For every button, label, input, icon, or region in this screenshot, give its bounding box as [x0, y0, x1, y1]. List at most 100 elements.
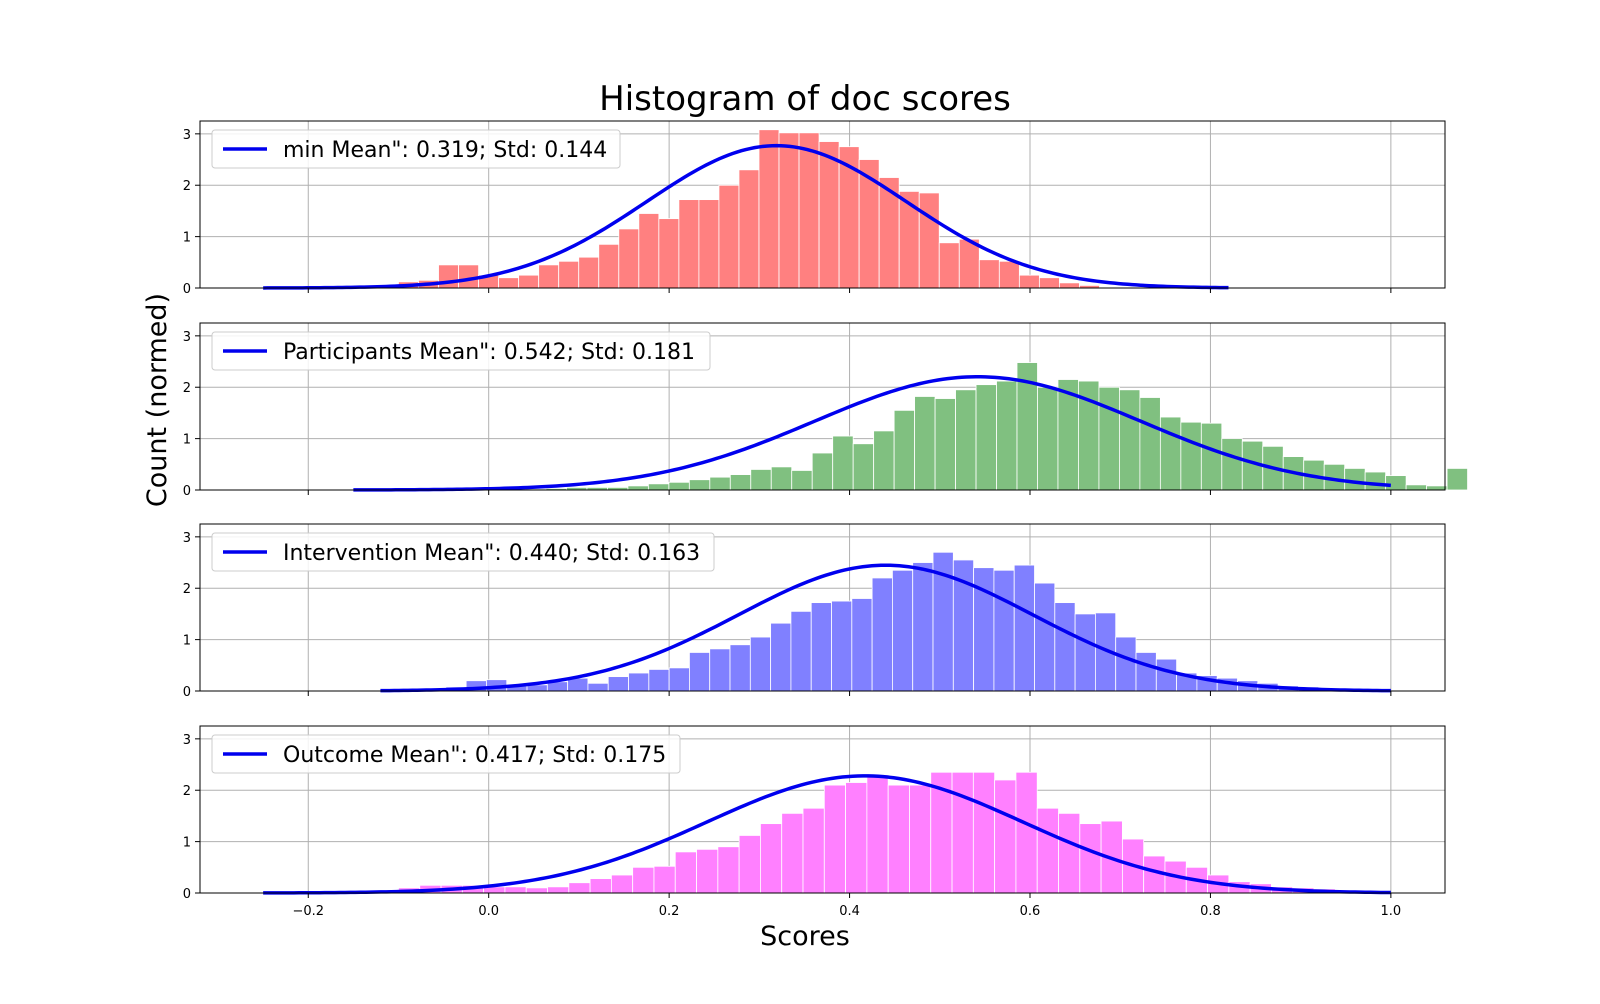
y-tick-label: 0 — [183, 484, 191, 499]
histogram-bar — [918, 192, 940, 289]
histogram-bar — [1155, 658, 1178, 692]
histogram-bar — [689, 652, 711, 692]
histogram-bar — [914, 396, 936, 491]
histogram-bar — [898, 190, 920, 289]
histogram-bar — [632, 866, 655, 894]
axes-frame — [199, 322, 1446, 491]
y-tick-label: 3 — [183, 330, 191, 345]
histogram-bar — [750, 469, 772, 491]
legend-label: min Mean": 0.319; Std: 0.144 — [283, 138, 607, 163]
x-tick-label: 0.2 — [659, 904, 680, 919]
histogram-bar — [458, 264, 479, 289]
histogram-bar — [610, 874, 634, 894]
axes-frame — [199, 725, 1446, 894]
x-axis-ticks — [307, 691, 1392, 696]
histogram-bar — [627, 485, 649, 491]
legend: Intervention Mean": 0.440; Std: 0.163 — [211, 532, 715, 572]
histogram-bar — [958, 238, 980, 289]
normal-fit-curve — [263, 143, 1229, 290]
histogram-bar — [598, 243, 620, 289]
y-tick-label: 2 — [183, 381, 191, 396]
histogram-bar — [729, 474, 752, 491]
histogram-bar — [589, 878, 612, 894]
histogram-bar — [738, 835, 761, 894]
histogram-bar — [1159, 416, 1182, 491]
histogram-bar — [1015, 771, 1038, 894]
legend: min Mean": 0.319; Std: 0.144 — [211, 129, 621, 169]
y-axis-ticks: 0 1 2 3 — [183, 531, 200, 700]
histogram-bar — [798, 132, 820, 289]
legend: Outcome Mean": 0.417; Std: 0.175 — [211, 734, 681, 774]
subplot-intervention: 0 1 2 3 Intervention Mean": 0.440; Std: 0.16… — [183, 523, 1446, 700]
histogram-bar — [696, 848, 719, 894]
histogram-bar — [1034, 582, 1056, 692]
histogram-bar — [998, 260, 1020, 289]
histogram-bar — [887, 784, 910, 894]
histogram-bar — [912, 562, 934, 692]
y-tick-label: 0 — [183, 685, 191, 700]
histogram-bar — [558, 260, 580, 289]
histogram-bar — [658, 218, 680, 289]
histogram-bar — [873, 430, 895, 491]
normal-fit-curve — [263, 774, 1391, 895]
y-axis-ticks: 0 1 2 3 — [183, 128, 200, 297]
histogram-bar — [781, 812, 804, 894]
histogram-bar — [1446, 468, 1468, 491]
histogram-bar — [934, 398, 956, 491]
histogram-bar — [996, 380, 1018, 491]
histogram-bar — [729, 644, 751, 692]
histogram-bar — [770, 622, 792, 692]
histogram-bar — [810, 602, 832, 692]
histogram-bars — [425, 551, 1340, 692]
histogram-bar — [1221, 438, 1243, 491]
histogram-bar — [1180, 421, 1202, 491]
histogram-bar — [578, 256, 600, 289]
histogram-bar — [653, 865, 676, 894]
normal-fit-curve — [380, 563, 1391, 693]
y-tick-label: 3 — [183, 733, 191, 748]
x-axis-ticks: −0.2 0.0 0.2 0.4 0.6 0.8 1.0 — [292, 893, 1401, 919]
y-tick-label: 2 — [183, 179, 191, 194]
histogram-bar — [760, 823, 783, 894]
histogram-bar — [818, 141, 840, 289]
histogram-bar — [678, 199, 700, 289]
histogram-bar — [892, 569, 914, 692]
histogram-bar — [811, 452, 834, 491]
histogram-bar — [718, 184, 740, 289]
histogram-bar — [538, 264, 560, 289]
histogram-bar — [568, 882, 591, 894]
histogram-bar — [845, 782, 868, 894]
histogram-bar — [674, 851, 697, 894]
histogram-bar — [1119, 389, 1141, 491]
histogram-bar — [709, 648, 731, 692]
histogram-bar — [1074, 613, 1096, 692]
histogram-bar — [1054, 602, 1076, 692]
histogram-bar — [717, 846, 740, 894]
histogram-bar — [1364, 471, 1387, 491]
x-tick-label: 0.8 — [1200, 904, 1221, 919]
x-axis-label: Scores — [760, 921, 850, 952]
histogram-bar — [647, 483, 670, 491]
legend-box — [211, 129, 621, 169]
histogram-bar — [709, 476, 731, 491]
y-tick-label: 1 — [183, 634, 191, 649]
histogram-bar — [909, 784, 932, 894]
histogram-bar — [851, 598, 873, 692]
histogram-bar — [1037, 386, 1059, 491]
histogram-bar — [518, 274, 540, 289]
histogram-bar — [1200, 422, 1223, 491]
histogram-bar — [738, 169, 760, 289]
histogram-bar — [975, 384, 997, 491]
histogram-bar — [1036, 807, 1059, 894]
histogram-bar — [628, 672, 650, 692]
histogram-bar — [1139, 397, 1161, 491]
histogram-bar — [525, 887, 548, 894]
histogram-bar — [993, 569, 1015, 692]
y-tick-label: 1 — [183, 836, 191, 851]
histogram-bar — [791, 470, 813, 491]
histogram-bar — [668, 481, 690, 491]
subplot-min: 0 1 2 3 min Mean": 0.319; Std: 0.144 — [183, 120, 1446, 297]
histogram-bar — [802, 807, 825, 894]
legend-box — [211, 734, 681, 774]
histogram-bar — [790, 610, 812, 692]
